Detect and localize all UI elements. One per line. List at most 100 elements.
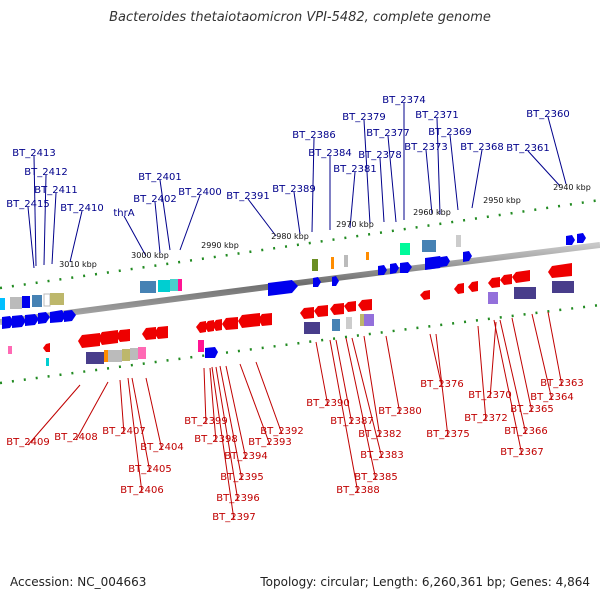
gene-label[interactable]: BT_2390 [306,398,349,409]
gene-label[interactable]: BT_2407 [102,426,145,437]
gene-arrow[interactable] [577,233,586,243]
gene-label[interactable]: BT_2409 [6,437,49,448]
gene-arrow[interactable] [313,277,321,287]
gene-arrow[interactable] [98,330,118,345]
gene-label[interactable]: BT_2406 [120,485,163,496]
gene-arrow[interactable] [196,321,206,333]
gene-label[interactable]: BT_2379 [342,112,385,123]
leader-line [225,365,247,460]
gene-arrow[interactable] [238,313,260,328]
gene-arrow[interactable] [154,326,168,339]
gene-label[interactable]: BT_2388 [336,485,379,496]
gene-arrow[interactable] [222,317,238,330]
gene-label[interactable]: BT_2392 [260,426,303,437]
gene-arrow[interactable] [116,329,130,342]
gene-arrow[interactable] [358,299,372,311]
gene-arrow[interactable] [566,235,575,245]
gene-label[interactable]: BT_2393 [248,437,291,448]
gene-label[interactable]: BT_2397 [212,512,255,523]
gene-label[interactable]: BT_2412 [24,167,67,178]
gene-label[interactable]: BT_2368 [460,142,503,153]
gene-arrow[interactable] [330,303,344,315]
gene-label[interactable]: BT_2387 [330,416,373,427]
gene-arrow[interactable] [12,315,26,328]
gene-label[interactable]: BT_2370 [468,390,511,401]
gene-arrow[interactable] [258,313,272,326]
gene-label[interactable]: BT_2415 [6,199,49,210]
gene-arrow[interactable] [64,310,76,322]
gene-arrow[interactable] [500,274,512,285]
gene-label[interactable]: BT_2384 [308,148,351,159]
gene-arrow[interactable] [454,283,464,294]
gene-label[interactable]: BT_2369 [428,127,471,138]
gene-arrow[interactable] [205,347,218,358]
gene-arrow[interactable] [78,333,100,348]
scale-labels: 3010 kbp 3000 kbp 2990 kbp 2980 kbp 2970 kbp… [59,183,591,269]
gene-arrow[interactable] [2,316,14,329]
gene-arrow[interactable] [548,263,572,278]
gene-label[interactable]: BT_2363 [540,378,583,389]
gene-label[interactable]: BT_2405 [128,464,171,475]
gene-label[interactable]: BT_2383 [360,450,403,461]
gene-arrow[interactable] [268,280,298,296]
gene-label[interactable]: BT_2411 [34,185,77,196]
gene-label[interactable]: BT_2378 [358,150,401,161]
gene-arrow[interactable] [378,265,387,275]
gene-arrow[interactable] [420,290,430,300]
gene-arrow[interactable] [463,251,472,262]
gene-label[interactable]: BT_2375 [426,429,469,440]
gene-arrow[interactable] [300,307,314,319]
gene-label[interactable]: BT_2382 [358,429,401,440]
leader-line [119,379,125,435]
gene-label[interactable]: BT_2360 [526,109,569,120]
gene-label[interactable]: BT_2386 [292,130,335,141]
gene-arrow[interactable] [512,270,530,283]
gene-label[interactable]: BT_2380 [378,406,421,417]
gene-label[interactable]: BT_2401 [138,172,181,183]
gene-label[interactable]: BT_2371 [415,110,458,121]
gene-label[interactable]: BT_2365 [510,404,553,415]
gene-arrow[interactable] [400,262,412,273]
gene-label[interactable]: BT_2400 [178,187,221,198]
scale-label: 2940 kbp [553,183,591,192]
gene-arrow[interactable] [204,320,214,332]
gene-label[interactable]: BT_2408 [54,432,97,443]
gene-label[interactable]: BT_2396 [216,493,259,504]
gene-arrow[interactable] [314,305,328,317]
gene-arrow[interactable] [390,263,399,274]
gene-arrow[interactable] [25,314,39,326]
gene-arrow[interactable] [50,310,66,323]
gene-arrow[interactable] [142,327,156,340]
gene-arrow[interactable] [38,312,50,324]
gene-label[interactable]: BT_2394 [224,451,267,462]
gene-label[interactable]: BT_2361 [506,143,549,154]
gene-label[interactable]: BT_2367 [500,447,543,458]
gene-label[interactable]: BT_2399 [184,416,227,427]
gene-label[interactable]: BT_2391 [226,191,269,202]
gene-arrow[interactable] [488,277,500,288]
gene-label[interactable]: BT_2385 [354,472,397,483]
gene-arrow[interactable] [468,281,478,292]
gene-label[interactable]: thrA [113,208,134,219]
gene-arrow[interactable] [344,301,356,312]
gene-label[interactable]: BT_2374 [382,95,425,106]
gene-label[interactable]: BT_2395 [220,472,263,483]
gene-label[interactable]: BT_2377 [366,128,409,139]
gene-label[interactable]: BT_2389 [272,184,315,195]
gene-label[interactable]: BT_2413 [12,148,55,159]
gene-label[interactable]: BT_2402 [133,194,176,205]
gene-arrow[interactable] [212,319,222,331]
leader-line [547,116,567,185]
gene-label[interactable]: BT_2398 [194,434,237,445]
gene-label[interactable]: BT_2364 [530,392,573,403]
gene-label[interactable]: BT_2366 [504,426,547,437]
gene-label[interactable]: BT_2410 [60,203,103,214]
gene-label[interactable]: BT_2381 [333,164,376,175]
gene-label[interactable]: BT_2373 [404,142,447,153]
gene-arrow[interactable] [425,256,444,270]
gene-arrow[interactable] [441,256,450,267]
gene-arrow[interactable] [43,343,50,352]
gene-label[interactable]: BT_2404 [140,442,183,453]
gene-arrow[interactable] [332,276,339,286]
gene-label[interactable]: BT_2372 [464,413,507,424]
